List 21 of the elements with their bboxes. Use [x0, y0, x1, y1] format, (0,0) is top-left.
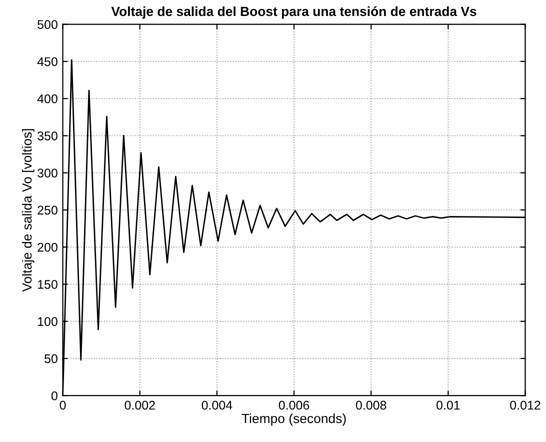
y-tick-label: 350	[38, 131, 58, 140]
y-tick-label: 400	[37, 94, 58, 104]
x-tick-label: 0.01	[436, 400, 460, 410]
chart-title: Voltaje de salida del Boost para una tensión de entrada Vs	[111, 6, 476, 19]
y-tick-label: 100	[38, 317, 58, 326]
y-tick-label: 150	[38, 280, 58, 289]
y-tick-label: 50	[44, 354, 58, 364]
x-tick-label: 0.002	[124, 400, 155, 410]
x-tick-label: 0.008	[356, 400, 386, 410]
y-tick-label: 300	[38, 168, 58, 178]
x-tick-label: 0	[60, 400, 66, 410]
y-tick-label: 0	[51, 391, 58, 400]
y-tick-label: 200	[38, 242, 58, 252]
y-tick-label: 250	[38, 206, 58, 215]
x-tick-label: 0.004	[202, 400, 232, 410]
y-tick-label: 450	[37, 57, 58, 66]
x-tick-label: 0.006	[278, 400, 310, 410]
x-tick-label: 0.012	[510, 400, 540, 410]
x-axis-title: Tiempo (seconds)	[242, 413, 346, 426]
y-tick-label: 500	[38, 20, 58, 29]
y-axis-title: Voltaje de salida Vo [voltios]	[22, 129, 34, 292]
